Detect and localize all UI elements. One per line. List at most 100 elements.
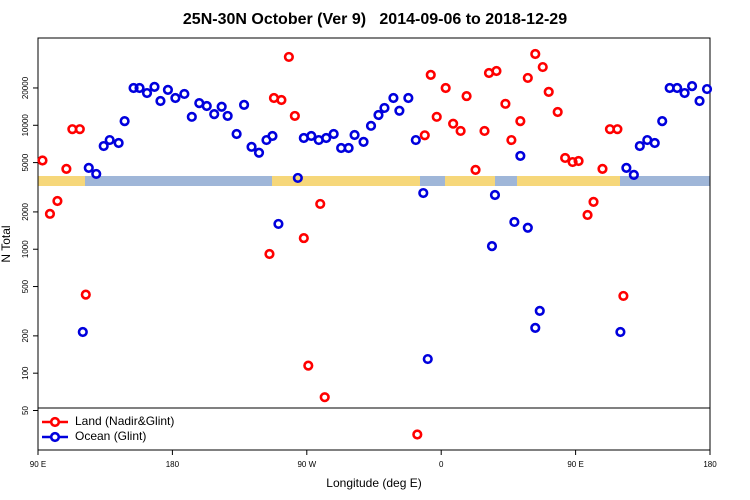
- point: [515, 150, 526, 162]
- y-axis-label: N Total: [0, 225, 13, 262]
- chart-title: 25N-30N October (Ver 9) 2014-09-06 to 20…: [183, 11, 567, 28]
- point: [500, 98, 511, 109]
- point: [694, 95, 705, 107]
- point: [298, 232, 309, 244]
- x-tick-label: 90 E: [567, 460, 583, 469]
- point: [418, 187, 429, 199]
- point: [98, 140, 109, 152]
- point: [373, 109, 384, 121]
- point: [83, 162, 94, 174]
- point: [461, 90, 472, 102]
- point: [343, 142, 354, 154]
- point: [612, 124, 623, 135]
- point: [573, 155, 584, 167]
- point: [489, 189, 501, 201]
- point: [292, 172, 303, 184]
- point: [61, 163, 72, 174]
- y-tick-label: 50: [21, 405, 30, 414]
- y-tick-label: 500: [21, 279, 30, 293]
- point: [134, 82, 145, 94]
- point: [113, 137, 124, 149]
- surface-strip: [38, 176, 710, 186]
- y-tick-label: 5000: [21, 153, 30, 171]
- point: [289, 110, 300, 122]
- point: [104, 134, 115, 146]
- point: [186, 111, 197, 122]
- point: [509, 216, 520, 228]
- point: [209, 109, 220, 120]
- point: [448, 118, 459, 129]
- point: [560, 152, 571, 164]
- point: [201, 100, 212, 112]
- point: [74, 124, 85, 135]
- y-tick-label: 200: [21, 329, 30, 343]
- point: [479, 125, 490, 137]
- point: [440, 82, 451, 94]
- point: [222, 110, 233, 122]
- point: [621, 162, 632, 174]
- point: [628, 169, 639, 180]
- point: [491, 65, 502, 77]
- x-tick-label: 90 E: [30, 460, 46, 469]
- point: [530, 48, 541, 60]
- point: [253, 147, 265, 158]
- point: [379, 102, 390, 114]
- point: [425, 69, 436, 80]
- point: [515, 116, 526, 127]
- point: [128, 82, 139, 94]
- point: [170, 92, 181, 104]
- point: [273, 218, 284, 230]
- point: [231, 128, 242, 140]
- point: [388, 92, 399, 104]
- y-tick-label: 100: [21, 366, 30, 380]
- legend-label: Land (Nadir&Glint): [75, 414, 174, 428]
- point: [686, 81, 698, 92]
- legend-label: Ocean (Glint): [75, 429, 146, 443]
- point: [315, 198, 326, 210]
- point: [149, 81, 160, 93]
- legend-swatch: [49, 416, 61, 428]
- point: [44, 208, 56, 219]
- x-tick-label: 180: [166, 460, 180, 469]
- point: [506, 134, 517, 146]
- point: [522, 72, 533, 84]
- x-axis-label: Longitude (deg E): [326, 476, 421, 490]
- point: [358, 136, 369, 147]
- y-tick-label: 20000: [21, 76, 30, 99]
- point: [522, 222, 533, 233]
- point: [552, 106, 563, 118]
- x-tick-label: 90 W: [297, 460, 316, 469]
- point: [679, 87, 690, 99]
- point: [431, 111, 442, 122]
- point: [91, 168, 102, 180]
- point: [634, 140, 645, 152]
- point: [422, 353, 433, 365]
- point: [530, 322, 541, 333]
- x-tick-label: 0: [439, 460, 444, 469]
- point: [672, 82, 683, 94]
- y-tick-label: 1000: [21, 240, 30, 258]
- point: [52, 195, 63, 207]
- point: [534, 305, 545, 317]
- point: [588, 196, 599, 207]
- point: [615, 326, 626, 338]
- point: [216, 101, 227, 112]
- y-tick-label: 2000: [21, 202, 30, 220]
- point: [419, 130, 430, 141]
- point: [238, 99, 250, 111]
- point: [567, 156, 578, 168]
- point: [77, 326, 88, 338]
- point: [455, 125, 466, 137]
- point: [657, 116, 668, 127]
- point: [328, 128, 339, 140]
- point: [470, 164, 481, 175]
- y-tick-label: 10000: [21, 114, 30, 137]
- point: [486, 240, 498, 252]
- point: [303, 360, 314, 371]
- point: [618, 290, 629, 302]
- point: [543, 86, 554, 97]
- x-tick-label: 180: [703, 460, 717, 469]
- point: [119, 116, 130, 127]
- point: [162, 84, 174, 95]
